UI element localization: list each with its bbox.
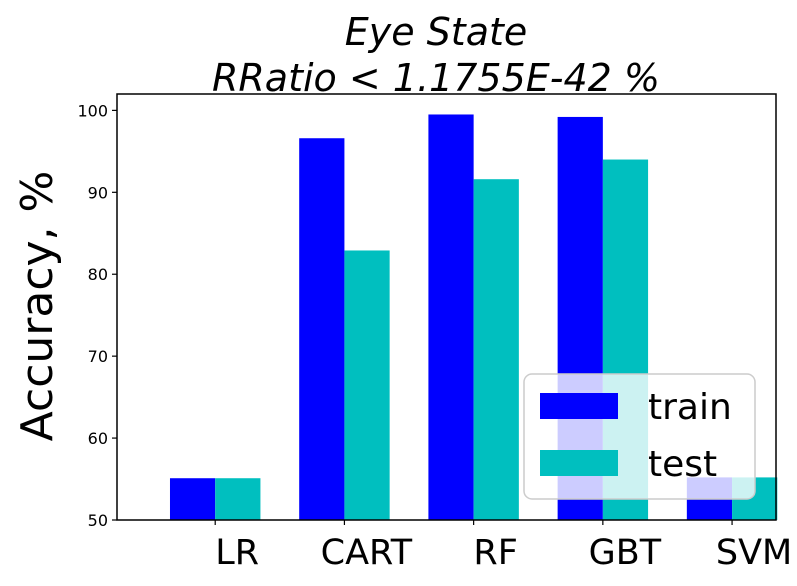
- bar-train-rf: [428, 114, 474, 520]
- x-tick-label-lr: LR: [215, 533, 259, 573]
- x-axis: LR CART RF GBT SVM: [214, 520, 792, 573]
- y-tick-label: 80: [88, 265, 108, 284]
- y-tick-label: 70: [88, 347, 108, 366]
- chart-title-line1: Eye State: [345, 10, 528, 54]
- x-tick-label-cart: CART: [321, 533, 413, 573]
- y-tick-label: 90: [88, 183, 108, 202]
- legend-label-test: test: [648, 444, 717, 485]
- x-tick-label-rf: RF: [473, 533, 517, 573]
- x-tick-label-gbt: GBT: [589, 533, 662, 573]
- bar-test-rf: [473, 179, 519, 520]
- y-tick-label: 50: [88, 511, 108, 530]
- y-tick-label: 100: [77, 101, 108, 120]
- legend-label-train: train: [648, 387, 732, 428]
- y-axis: 50 60 70 80 90 100: [77, 101, 117, 530]
- y-tick-label: 60: [88, 429, 108, 448]
- bar-train-cart: [299, 138, 345, 520]
- legend-swatch-test: [540, 450, 618, 476]
- bar-train-lr: [169, 478, 216, 520]
- y-axis-label: Accuracy, %: [12, 171, 63, 442]
- chart-title-line2: RRatio < 1.1755E-42 %: [212, 56, 660, 100]
- x-tick-label-svm: SVM: [716, 533, 792, 573]
- bar-test-lr: [215, 478, 261, 520]
- legend-swatch-train: [540, 393, 618, 419]
- plot-frame: [116, 93, 777, 521]
- bar-test-cart: [344, 250, 390, 520]
- legend: train test: [523, 373, 756, 500]
